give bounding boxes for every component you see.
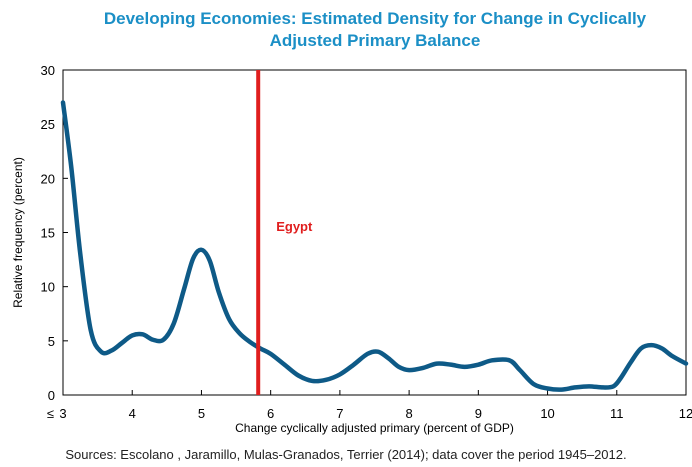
density-chart: 0 5 10 15 20 25 30 3 4 5 6 7 8 9 10 11 12 ≤ Egypt Change … [11,63,692,435]
x-tick-label: 5 [198,406,205,421]
reference-group: Egypt [256,70,313,395]
density-line [60,100,689,392]
x-tick-label: 12 [679,406,692,421]
y-tick-label: 10 [41,280,55,295]
plot-frame [62,69,687,396]
y-tick-label: 20 [41,171,55,186]
y-tick-label: 25 [41,117,55,132]
x-tick-label: 9 [475,406,482,421]
x-tick-label: 10 [540,406,554,421]
y-axis-label: Relative frequency (percent) [11,157,25,308]
x-tick-label: 11 [610,406,624,421]
y-tick-label: 5 [48,334,55,349]
chart-title-line-2: Adjusted Primary Balance [269,31,481,50]
x-tick-label: 6 [267,406,274,421]
x-axis-label: Change cyclically adjusted primary (perc… [235,421,514,435]
axes: 0 5 10 15 20 25 30 3 4 5 6 7 8 9 10 11 12 ≤ [41,63,692,421]
chart-title-line-1: Developing Economies: Estimated Density … [103,9,647,28]
x-tick-label: 4 [129,406,136,421]
y-tick-label: 30 [41,63,55,78]
source-note: Sources: Escolano , Jaramillo, Mulas-Gra… [65,447,627,462]
y-tick-label: 0 [48,388,55,403]
egypt-label: Egypt [276,219,313,234]
x-tick-label: 3 [59,406,66,421]
x-tick-prefix: ≤ [47,406,54,421]
x-tick-label: 7 [336,406,343,421]
y-tick-label: 15 [41,226,55,241]
x-tick-label: 8 [405,406,412,421]
series-group [60,100,689,392]
chart-title: Developing Economies: Estimated Density … [60,8,690,52]
